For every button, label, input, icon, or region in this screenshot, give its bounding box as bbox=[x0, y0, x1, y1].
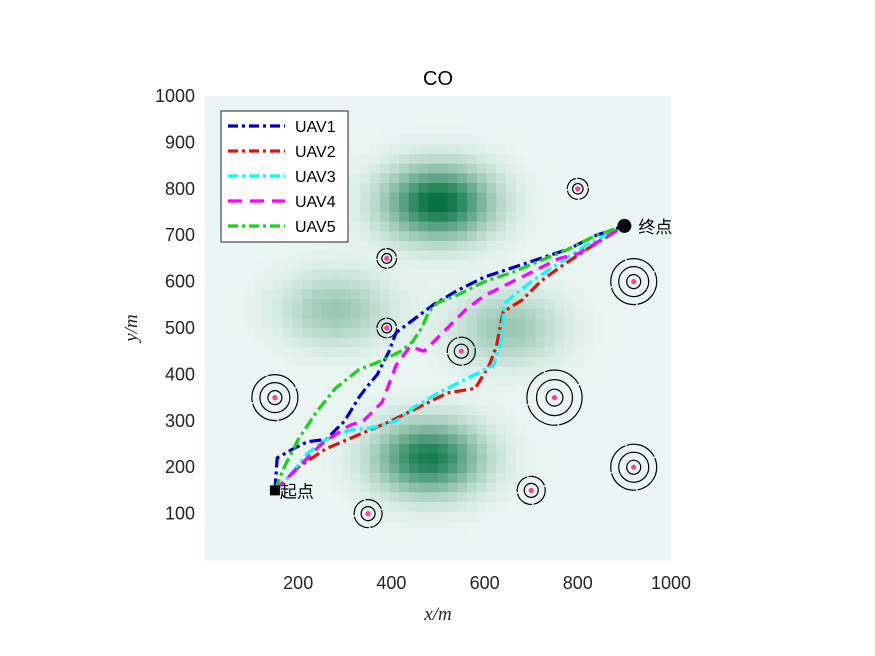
obstacles bbox=[251, 177, 658, 529]
y-tick-label: 900 bbox=[165, 132, 195, 152]
obstacle-4 bbox=[376, 317, 398, 339]
obstacle-center-dot bbox=[272, 395, 278, 401]
series-line-uav4 bbox=[273, 224, 626, 492]
legend-label-uav1: UAV1 bbox=[295, 119, 336, 136]
legend-label-uav5: UAV5 bbox=[295, 219, 336, 236]
obstacle-3 bbox=[376, 247, 398, 269]
y-tick-label: 100 bbox=[165, 504, 195, 524]
y-tick-label: 1000 bbox=[155, 86, 195, 106]
obstacle-center-dot bbox=[384, 325, 390, 331]
x-tick-label: 200 bbox=[283, 573, 313, 593]
obstacle-1 bbox=[251, 374, 299, 422]
obstacle-center-dot bbox=[384, 255, 390, 261]
obstacle-9 bbox=[610, 258, 658, 306]
obstacle-6 bbox=[516, 475, 546, 505]
legend-label-uav4: UAV4 bbox=[295, 194, 336, 211]
obstacle-center-dot bbox=[631, 464, 637, 470]
obstacle-center-dot bbox=[458, 348, 464, 354]
obstacle-7 bbox=[526, 369, 583, 426]
x-tick-label: 800 bbox=[563, 573, 593, 593]
legend: UAV1 UAV2 UAV3 UAV4 UAV5 bbox=[220, 110, 349, 243]
end-label: 终点 bbox=[638, 218, 672, 238]
x-tick-label: 1000 bbox=[651, 573, 691, 593]
uav-paths bbox=[273, 224, 626, 492]
end-marker bbox=[617, 218, 632, 233]
chart-title: CO bbox=[423, 68, 453, 90]
start-marker bbox=[269, 485, 280, 496]
obstacle-10 bbox=[610, 443, 658, 491]
y-tick-label: 400 bbox=[165, 364, 195, 384]
y-tick-label: 700 bbox=[165, 225, 195, 245]
axis-ticks: 200 400 600 800 1000 100 200 300 400 500 600 700 800… bbox=[155, 86, 691, 593]
start-end-markers: 起点 终点 bbox=[269, 218, 672, 502]
obstacle-8 bbox=[566, 177, 589, 200]
y-tick-label: 200 bbox=[165, 457, 195, 477]
legend-label-uav3: UAV3 bbox=[295, 169, 336, 186]
y-tick-label: 600 bbox=[165, 272, 195, 292]
y-axis-label: y/m bbox=[121, 314, 142, 343]
x-tick-label: 600 bbox=[470, 573, 500, 593]
y-tick-label: 500 bbox=[165, 318, 195, 338]
obstacle-center-dot bbox=[528, 487, 534, 493]
obstacle-2 bbox=[353, 498, 383, 529]
obstacle-center-dot bbox=[575, 186, 581, 192]
obstacle-5 bbox=[446, 336, 476, 366]
obstacle-center-dot bbox=[365, 510, 371, 517]
x-tick-label: 400 bbox=[376, 573, 406, 593]
obstacle-center-dot bbox=[631, 279, 637, 285]
y-tick-label: 300 bbox=[165, 411, 195, 431]
legend-label-uav2: UAV2 bbox=[295, 144, 336, 161]
y-tick-label: 800 bbox=[165, 179, 195, 199]
series-line-uav1 bbox=[273, 224, 625, 491]
series-line-uav2 bbox=[273, 224, 626, 492]
x-axis-label: x/m bbox=[423, 604, 451, 625]
start-label: 起点 bbox=[280, 482, 314, 502]
obstacle-center-dot bbox=[551, 395, 558, 401]
series-line-uav5 bbox=[273, 224, 625, 491]
